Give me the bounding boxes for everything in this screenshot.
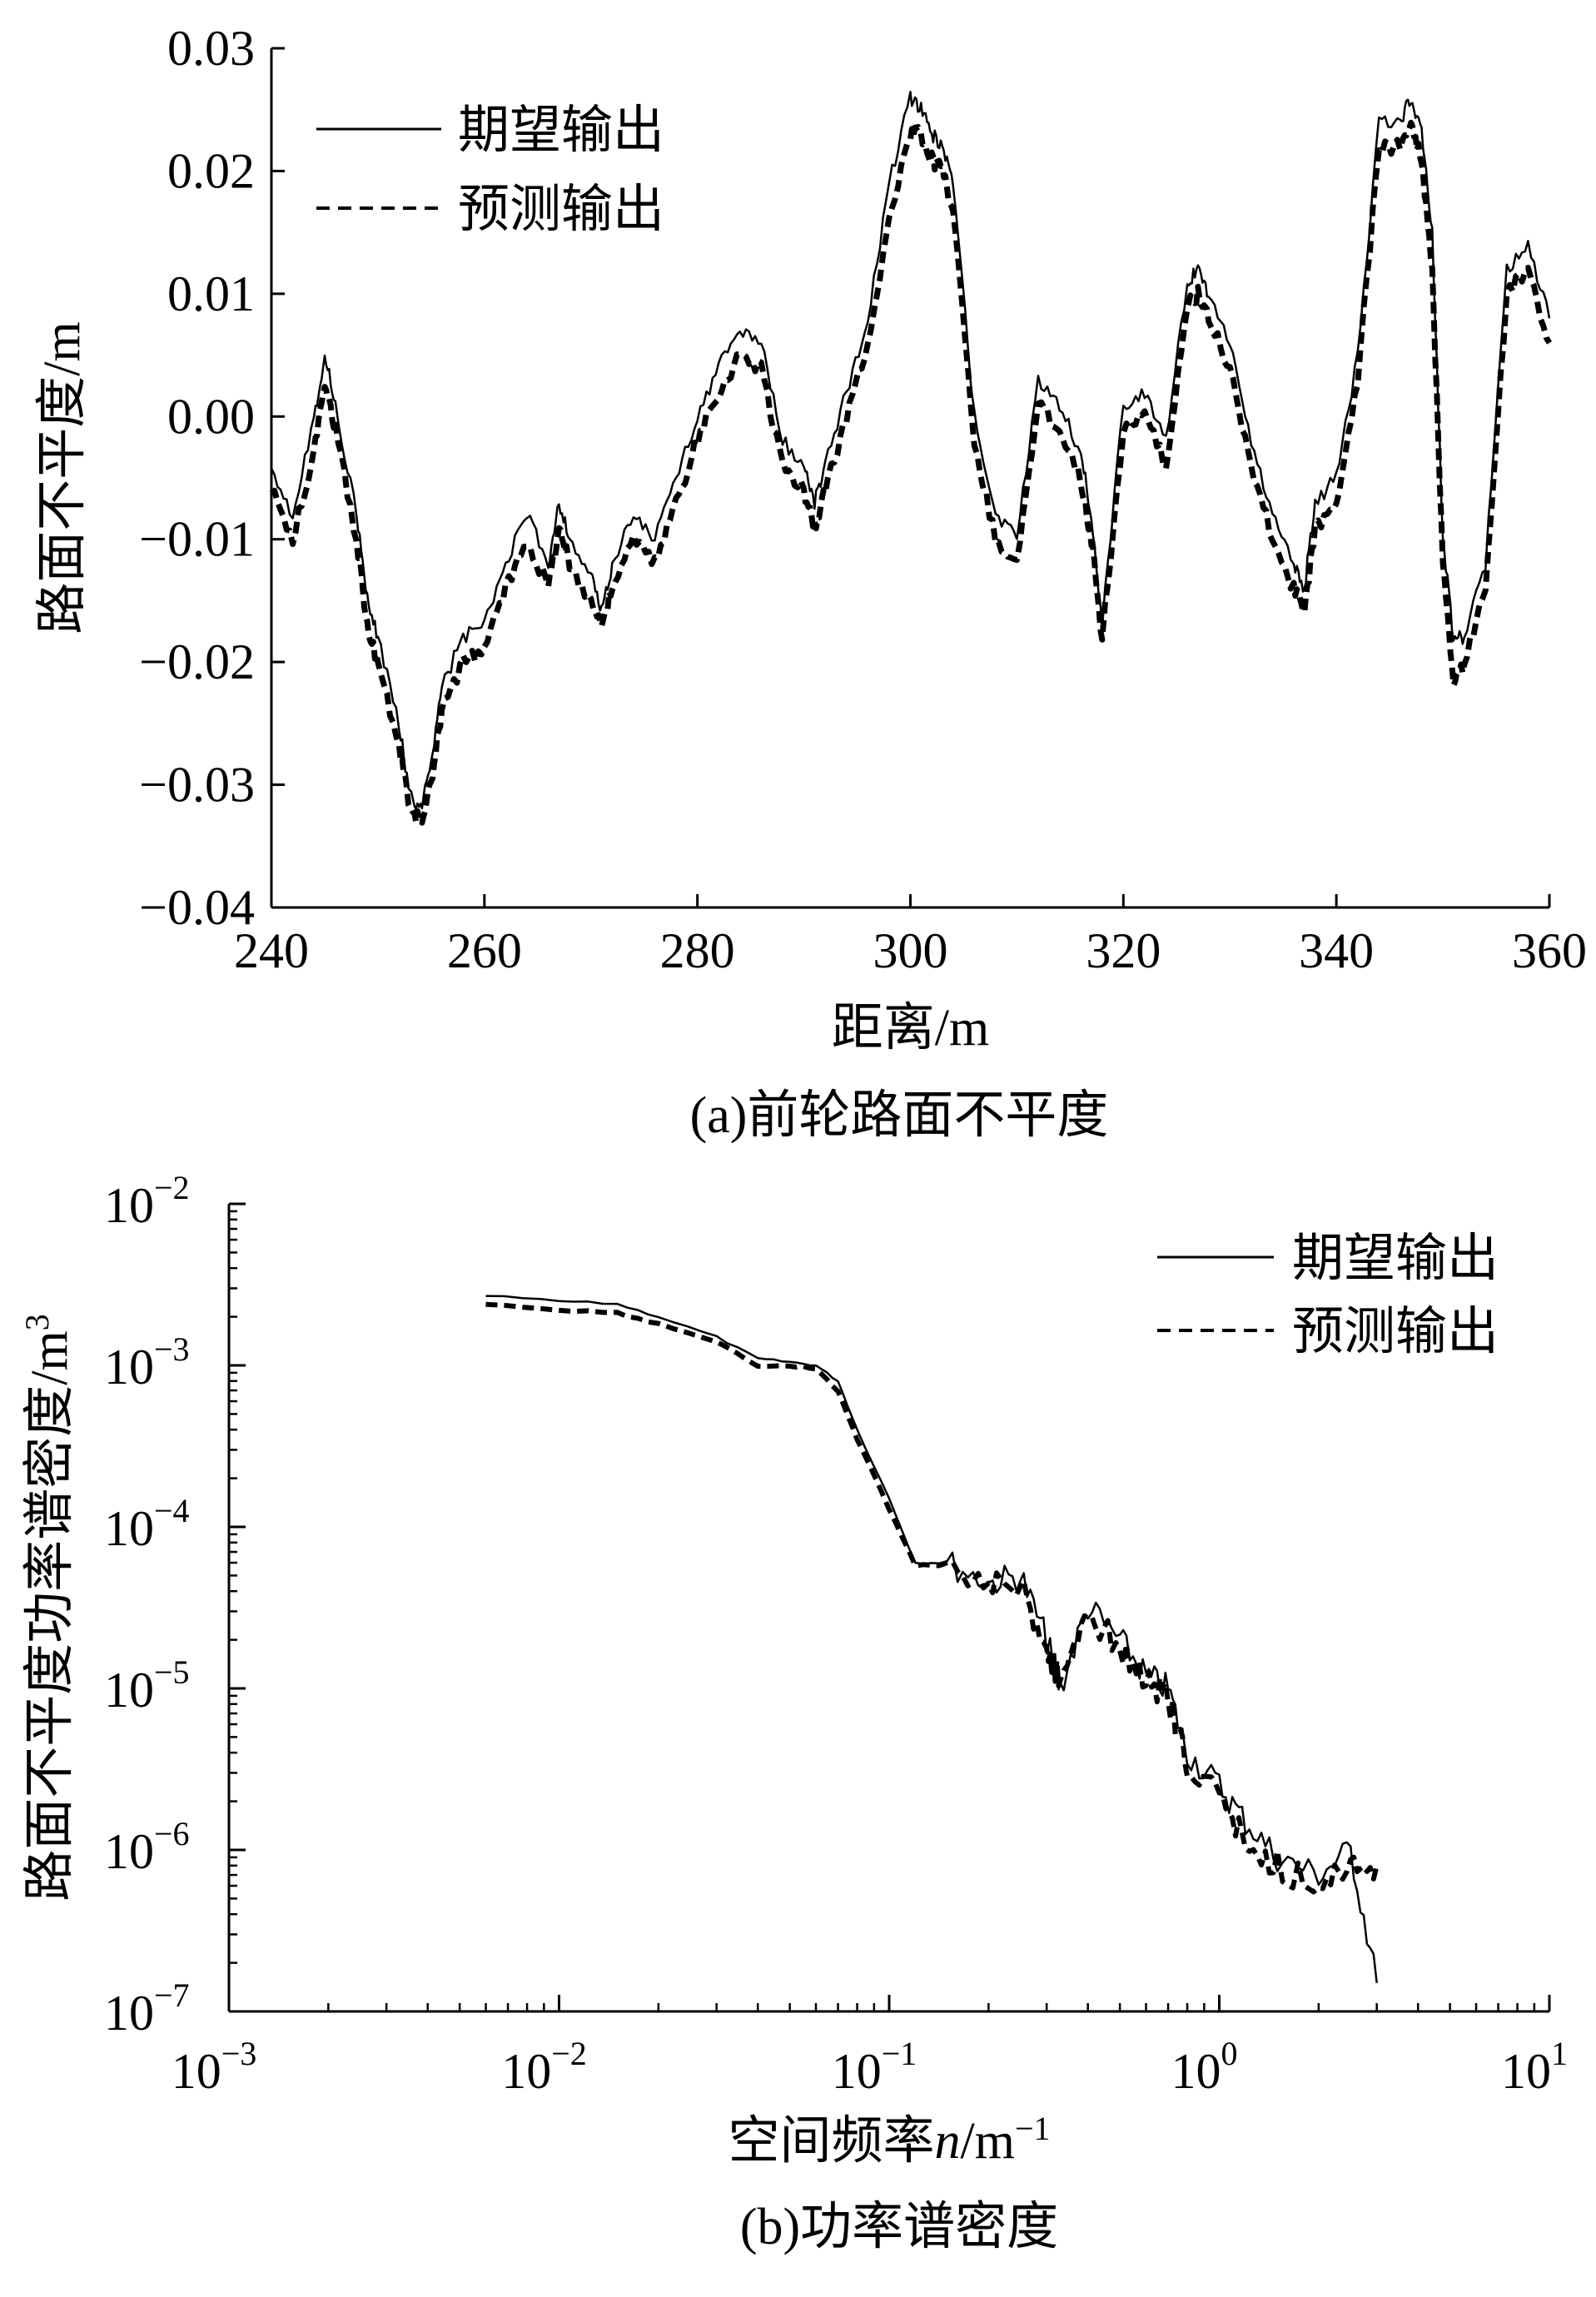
panel-b-psd-chart: 10−3 10−2 10−1 100 101 10−210−310−410−510−61… bbox=[18, 1169, 1569, 2255]
panel-b-series-group bbox=[485, 1295, 1380, 1983]
panel-a-x-tick-label: 260 bbox=[447, 923, 522, 978]
panel-b-x-tick-base: 10 bbox=[172, 2044, 221, 2099]
panel-a-y-ticks: 0.03 0.02 0.01 0.00 −0.01 −0.02 −0.03 −0.04 bbox=[139, 21, 285, 935]
panel-b-y-tick-label: 10−3 bbox=[104, 1330, 190, 1395]
panel-b-x-tick-exponent: −1 bbox=[882, 2035, 917, 2072]
panel-b-y-ticks: 10−210−310−410−510−610−7 bbox=[104, 1169, 246, 2041]
panel-a-series-line-expected bbox=[270, 91, 1551, 811]
panel-b-y-tick-exponent: −3 bbox=[154, 1330, 190, 1368]
panel-b-y-tick-base: 10 bbox=[104, 1986, 154, 2041]
panel-b-x-axis-label-variable: n bbox=[935, 2113, 961, 2170]
panel-b-x-tick-base: 10 bbox=[1171, 2044, 1221, 2099]
panel-a-y-tick-label: 0.02 bbox=[167, 143, 255, 198]
panel-b-y-tick-label: 10−7 bbox=[104, 1976, 190, 2041]
panel-b-y-tick-label: 10−5 bbox=[104, 1653, 190, 1718]
panel-a-x-ticks: 240 260 280 300 320 340 360 bbox=[234, 894, 1587, 978]
panel-a-y-tick-label: 0.00 bbox=[167, 389, 255, 444]
panel-b-y-axis-label: 路面不平度功率谱密度/m3 bbox=[18, 1314, 79, 1901]
panel-b-x-tick-exponent: −3 bbox=[221, 2035, 257, 2072]
panel-a-legend-label: 预测输出 bbox=[458, 181, 664, 238]
panel-a-x-tick-label: 360 bbox=[1512, 923, 1587, 978]
panel-b-x-axis-label-exponent: −1 bbox=[1015, 2110, 1051, 2147]
panel-b-y-tick-base: 10 bbox=[104, 1663, 154, 1718]
panel-b-y-tick-exponent: −2 bbox=[154, 1169, 190, 1206]
panel-b-y-tick-base: 10 bbox=[104, 1501, 154, 1556]
panel-a-x-tick-label: 280 bbox=[660, 923, 735, 978]
panel-a-y-tick-label: −0.01 bbox=[139, 512, 255, 567]
panel-b-x-axis-label-main: 空间频率 bbox=[728, 2113, 934, 2170]
panel-b-series-line-expected bbox=[485, 1295, 1378, 1983]
panel-b-caption: (b)功率谱密度 bbox=[740, 2199, 1058, 2255]
panel-b-y-axis-label-main: 路面不平度功率谱密度/m bbox=[22, 1330, 78, 1901]
panel-b-x-tick-exponent: −2 bbox=[551, 2035, 587, 2072]
panel-b-y-tick-base: 10 bbox=[104, 1178, 154, 1233]
panel-b-series-line-predicted bbox=[485, 1301, 1380, 1895]
panel-a-y-tick-label: 0.03 bbox=[167, 21, 255, 76]
panel-a-series-line-predicted bbox=[269, 119, 1552, 826]
panel-a-x-tick-label: 240 bbox=[234, 923, 309, 978]
panel-a-y-tick-label: 0.01 bbox=[167, 266, 255, 321]
panel-b-y-tick-exponent: −4 bbox=[154, 1492, 190, 1529]
panel-a-series-group bbox=[269, 91, 1552, 826]
panel-b-legend-label: 期望输出 bbox=[1292, 1231, 1499, 1287]
panel-a-y-tick-label: −0.03 bbox=[139, 758, 255, 813]
panel-b-x-tick-label: 101 bbox=[1501, 2035, 1568, 2099]
panel-a-legend-label: 期望输出 bbox=[458, 102, 664, 159]
panel-a-x-tick-label: 340 bbox=[1299, 923, 1374, 978]
panel-a-road-roughness-chart: 240 260 280 300 320 340 360 0.03 0.02 0.01 0.00 −0… bbox=[34, 21, 1587, 1144]
panel-b-x-tick-exponent: 1 bbox=[1551, 2035, 1568, 2072]
panel-a-x-tick-label: 300 bbox=[873, 923, 948, 978]
panel-b-x-axis-label: 空间频率n/m−1 bbox=[728, 2110, 1050, 2170]
panel-b-y-tick-label: 10−2 bbox=[104, 1169, 190, 1233]
panel-b-legend-label: 预测输出 bbox=[1292, 1304, 1499, 1360]
panel-b-x-tick-exponent: 0 bbox=[1221, 2035, 1238, 2072]
panel-b-x-tick-label: 10−2 bbox=[501, 2035, 587, 2099]
panel-b-x-ticks: 10−3 10−2 10−1 100 101 bbox=[172, 1995, 1568, 2099]
panel-b-x-tick-base: 10 bbox=[501, 2044, 551, 2099]
panel-a-x-tick-label: 320 bbox=[1086, 923, 1161, 978]
panel-b-x-tick-label: 10−3 bbox=[172, 2035, 257, 2099]
panel-b-y-tick-label: 10−6 bbox=[104, 1815, 190, 1879]
panel-a-y-axis-label: 路面不平度/m bbox=[34, 321, 91, 634]
panel-b-y-tick-exponent: −7 bbox=[154, 1976, 190, 2014]
panel-a-y-tick-label: −0.04 bbox=[139, 880, 255, 935]
panel-b-y-tick-base: 10 bbox=[104, 1824, 154, 1879]
panel-a-x-axis-label: 距离/m bbox=[832, 1000, 989, 1057]
panel-b-y-axis-label-exponent: 3 bbox=[18, 1314, 56, 1330]
panel-b-y-tick-label: 10−4 bbox=[104, 1492, 190, 1556]
panel-a-caption: (a)前轮路面不平度 bbox=[690, 1087, 1109, 1144]
panel-a-y-tick-label: −0.02 bbox=[139, 634, 255, 689]
panel-b-x-tick-base: 10 bbox=[832, 2044, 882, 2099]
panel-b-x-tick-label: 10−1 bbox=[832, 2035, 917, 2099]
panel-b-x-tick-label: 100 bbox=[1171, 2035, 1238, 2099]
panel-b-x-axis-label-unit: /m bbox=[961, 2113, 1015, 2170]
panel-b-y-tick-base: 10 bbox=[104, 1340, 154, 1395]
panel-b-y-tick-exponent: −6 bbox=[154, 1815, 190, 1852]
panel-b-y-tick-exponent: −5 bbox=[154, 1653, 190, 1691]
panel-b-x-tick-base: 10 bbox=[1501, 2044, 1551, 2099]
